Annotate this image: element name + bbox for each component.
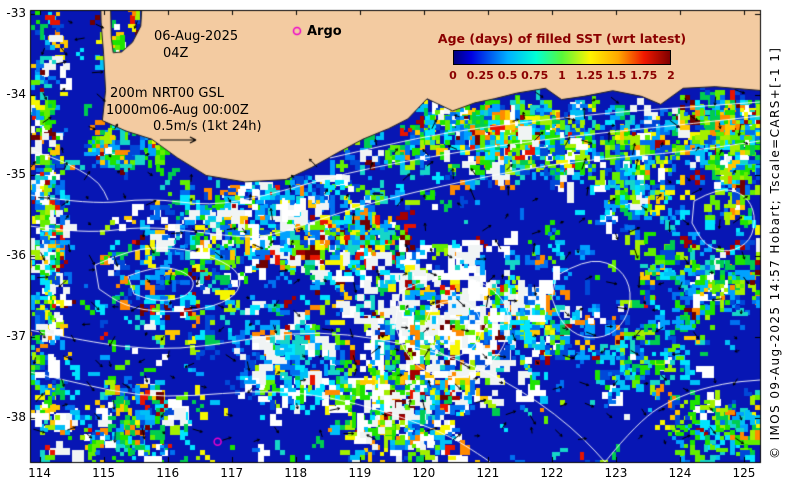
gsl-datetime-label: 06-Aug 00:00Z — [152, 103, 249, 118]
analysis-date-label: 06-Aug-2025 — [154, 29, 239, 44]
argo-legend-label: Argo — [307, 24, 342, 39]
colorbar-tick-label: 0.75 — [521, 69, 549, 82]
colorbar-tick-label: 0.25 — [466, 69, 494, 82]
colorbar-gradient — [453, 50, 671, 65]
imos-credit-text: © IMOS 09-Aug-2025 14:57 Hobart; Tscale=… — [768, 46, 782, 459]
sst-depth-label: 200m — [110, 86, 148, 101]
colorbar-tick-label: 1.5 — [606, 69, 627, 82]
gsl-product-label: NRT00 GSL — [152, 86, 224, 101]
gsl-depth-label: 1000m — [106, 103, 152, 118]
colorbar-tick-label: 1 — [558, 69, 566, 82]
analysis-time-label: 04Z — [163, 46, 189, 61]
colorbar-tick-labels: 0 0.25 0.5 0.75 1 1.25 1.5 1.75 2 — [449, 69, 675, 83]
colorbar-title: Age (days) of filled SST (wrt latest) — [437, 31, 687, 46]
colorbar-tick-label: 1.75 — [630, 69, 658, 82]
colorbar-tick-label: 0 — [449, 69, 457, 82]
colorbar-tick-label: 1.25 — [575, 69, 603, 82]
colorbar-tick-label: 0.5 — [497, 69, 518, 82]
colorbar-tick-label: 2 — [667, 69, 675, 82]
vector-scale-label: 0.5m/s (1kt 24h) — [153, 119, 262, 134]
